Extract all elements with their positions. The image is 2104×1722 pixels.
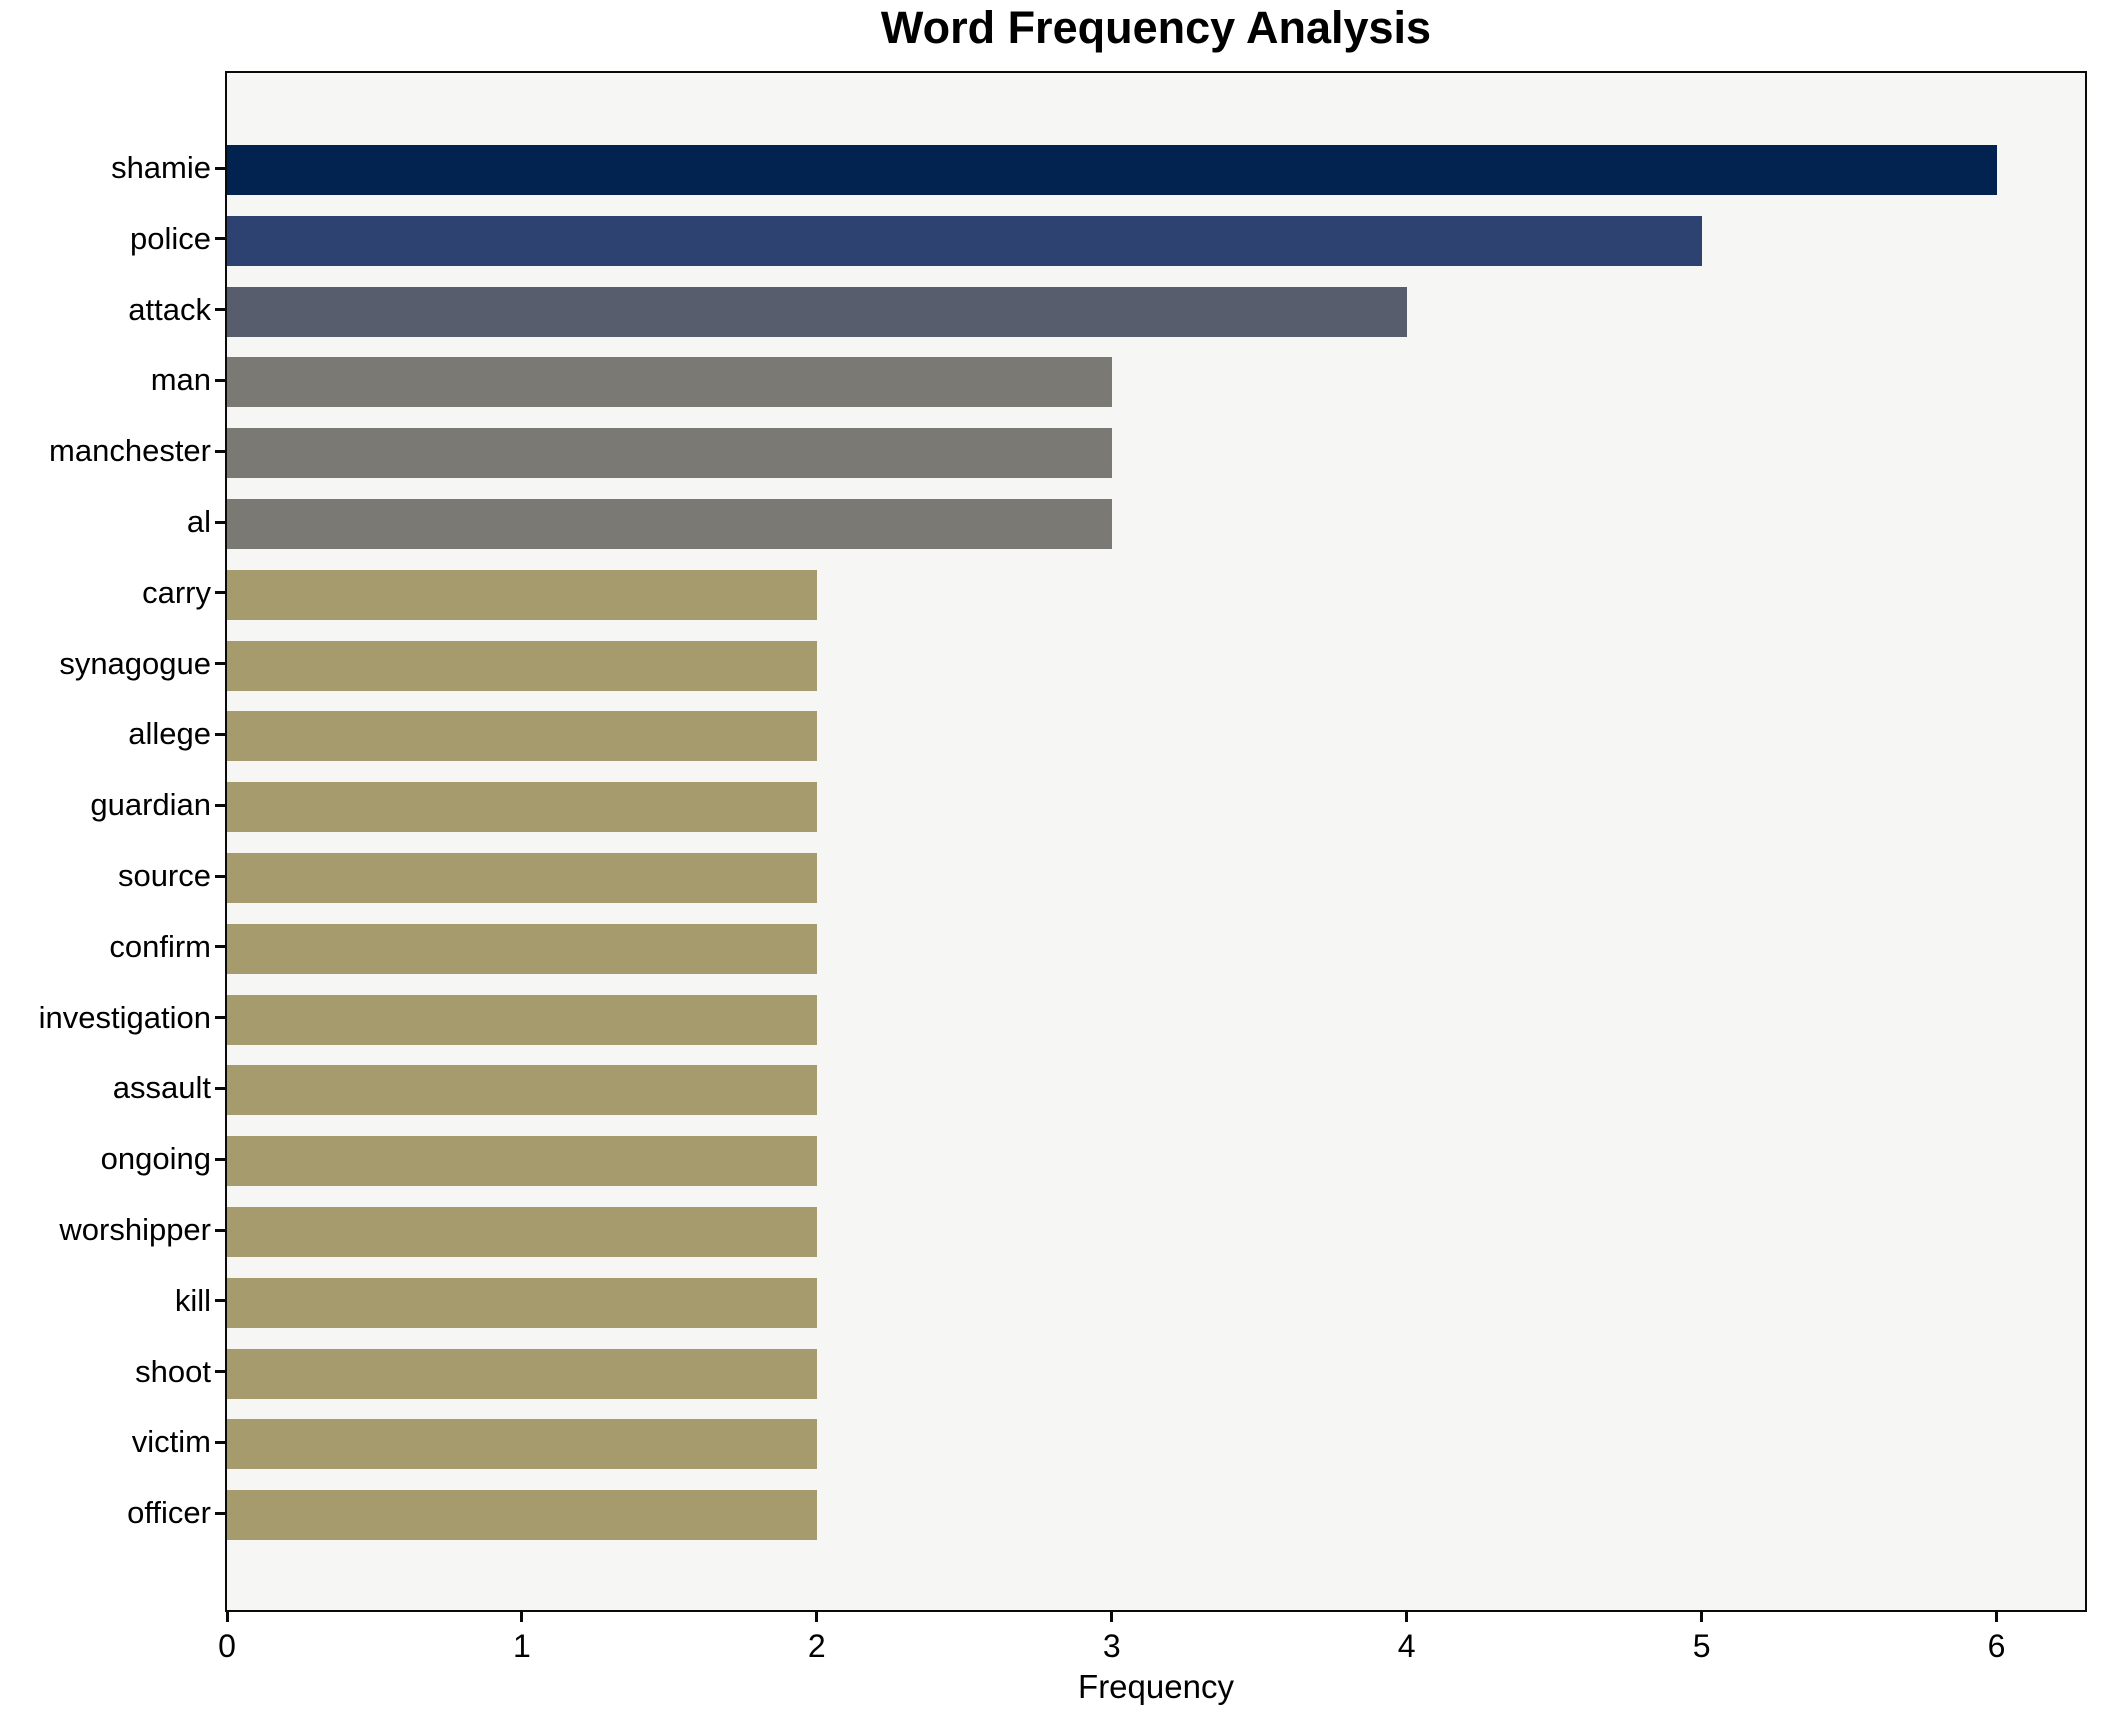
y-tick-label-investigation: investigation <box>38 999 211 1035</box>
bar-ongoing <box>227 1136 817 1187</box>
y-tick-label-guardian: guardian <box>90 787 211 823</box>
y-tick-label-kill: kill <box>174 1282 211 1318</box>
y-tick-mark <box>215 378 225 382</box>
y-tick-mark <box>215 1157 225 1161</box>
x-tick-label-5: 5 <box>1692 1628 1711 1664</box>
x-tick-label-6: 6 <box>1987 1628 2006 1664</box>
y-tick-mark <box>215 449 225 453</box>
x-tick-mark-2 <box>815 1612 819 1622</box>
y-tick-mark <box>215 308 225 312</box>
x-tick-label-3: 3 <box>1102 1628 1121 1664</box>
y-tick-mark <box>215 732 225 736</box>
bar-shoot <box>227 1348 817 1399</box>
bar-manchester <box>227 428 1112 479</box>
bar-assault <box>227 1065 817 1116</box>
y-tick-mark <box>215 520 225 524</box>
bar-source <box>227 853 817 903</box>
y-tick-mark <box>215 1370 225 1374</box>
y-tick-mark <box>215 1086 225 1090</box>
y-tick-label-al: al <box>186 504 211 539</box>
y-tick-label-man: man <box>150 362 211 398</box>
y-tick-label-shoot: shoot <box>135 1353 211 1389</box>
y-tick-label-officer: officer <box>127 1495 211 1531</box>
x-tick-label-2: 2 <box>807 1628 826 1664</box>
y-tick-mark <box>215 591 225 595</box>
y-tick-label-victim: victim <box>131 1424 211 1460</box>
x-tick-label-4: 4 <box>1397 1628 1416 1664</box>
x-tick-label-0: 0 <box>218 1628 236 1664</box>
bar-allege <box>227 711 817 762</box>
y-tick-label-attack: attack <box>128 291 211 327</box>
y-tick-mark <box>215 945 225 949</box>
y-tick-mark <box>215 1440 225 1444</box>
bar-victim <box>227 1419 817 1470</box>
x-tick-mark-5 <box>1700 1612 1704 1622</box>
x-tick-mark-3 <box>1110 1612 1114 1622</box>
bar-al <box>227 499 1112 549</box>
bar-officer <box>227 1490 817 1541</box>
y-tick-mark <box>215 237 225 241</box>
y-tick-label-manchester: manchester <box>49 433 211 469</box>
y-tick-mark <box>215 166 225 170</box>
bar-worshipper <box>227 1207 817 1257</box>
y-tick-label-ongoing: ongoing <box>100 1141 211 1177</box>
y-tick-mark <box>215 874 225 878</box>
y-tick-mark <box>215 803 225 807</box>
y-tick-label-worshipper: worshipper <box>59 1212 211 1247</box>
y-tick-label-assault: assault <box>112 1070 211 1106</box>
y-tick-label-carry: carry <box>142 574 211 610</box>
x-tick-mark-6 <box>1995 1612 1999 1622</box>
bar-police <box>227 215 1702 266</box>
y-tick-label-source: source <box>117 858 211 893</box>
bar-attack <box>227 286 1407 337</box>
bar-investigation <box>227 994 817 1045</box>
y-tick-label-shamie: shamie <box>111 150 211 185</box>
y-tick-mark <box>215 1016 225 1020</box>
y-tick-label-police: police <box>130 220 211 256</box>
bar-man <box>227 357 1112 408</box>
y-tick-mark <box>215 662 225 666</box>
y-tick-mark <box>215 1299 225 1303</box>
y-tick-label-synagogue: synagogue <box>59 645 211 681</box>
x-axis-label: Frequency <box>1078 1668 1234 1705</box>
bar-kill <box>227 1277 817 1328</box>
bar-shamie <box>227 145 1997 195</box>
y-tick-label-confirm: confirm <box>109 928 211 964</box>
plot-area <box>225 71 2087 1612</box>
x-tick-mark-4 <box>1405 1612 1409 1622</box>
x-tick-mark-0 <box>225 1612 229 1622</box>
bar-guardian <box>227 782 817 833</box>
bar-confirm <box>227 923 817 974</box>
x-tick-label-1: 1 <box>513 1628 531 1664</box>
bar-synagogue <box>227 640 817 691</box>
y-tick-mark <box>215 1511 225 1515</box>
chart-title: Word Frequency Analysis <box>880 2 1432 53</box>
bar-carry <box>227 569 817 620</box>
x-tick-mark-1 <box>520 1612 524 1622</box>
y-tick-mark <box>215 1228 225 1232</box>
y-tick-label-allege: allege <box>128 716 211 752</box>
